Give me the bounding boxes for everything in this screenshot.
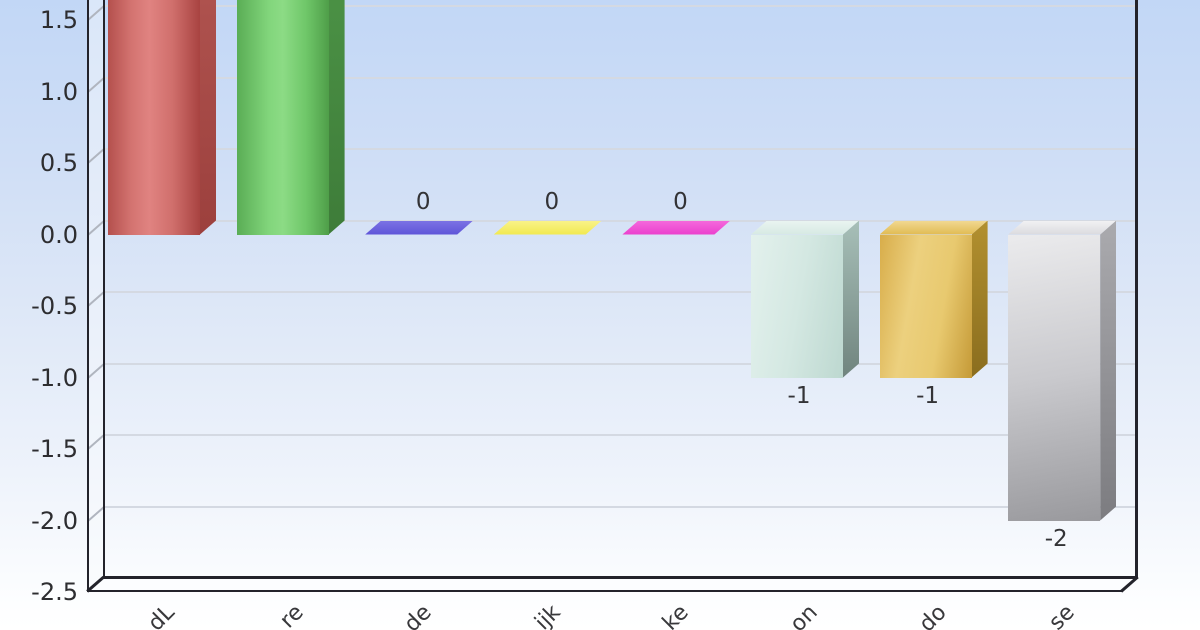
bar-value-label: 0 <box>415 188 431 215</box>
bar-front-face <box>751 234 843 378</box>
y-axis-tick-label: 1.0 <box>39 77 78 106</box>
x-axis-tick-label: de <box>399 600 437 630</box>
y-axis-line-back <box>102 0 105 579</box>
y-axis-tick-label: -2.0 <box>31 506 78 535</box>
gridline <box>104 434 1137 436</box>
bar-top-face <box>751 220 859 235</box>
bar-side-face <box>1100 220 1117 521</box>
bar-top-face <box>365 220 474 235</box>
y-axis-tick-label: -1.0 <box>31 363 78 392</box>
gridline <box>104 505 1137 508</box>
bar-value-label: -1 <box>787 382 811 409</box>
bar-value-label: 0 <box>544 188 560 215</box>
bar-side-face <box>328 0 345 235</box>
gridline <box>104 76 1137 79</box>
bar-top-face <box>1008 220 1117 235</box>
bar-top-face <box>622 220 731 235</box>
x-axis-line-back <box>102 576 1138 579</box>
bar-front-face <box>879 234 972 378</box>
right-frame-line <box>1135 0 1138 579</box>
bar-side-face <box>971 220 988 378</box>
gridline <box>104 148 1137 150</box>
y-axis-line-front <box>86 0 89 592</box>
bar-front-face <box>236 0 329 235</box>
y-axis-tick-label: 0.5 <box>39 149 78 177</box>
x-axis-tick-label: do <box>914 600 952 630</box>
x-axis-tick-label: re <box>274 600 309 630</box>
bar-front-face <box>1008 234 1101 521</box>
x-axis-tick-label: on <box>785 600 823 630</box>
bar-value-label: -1 <box>916 382 940 409</box>
gridline <box>104 219 1137 222</box>
x-axis-line-front <box>86 589 1123 592</box>
x-axis-tick-label: se <box>1044 600 1080 630</box>
bar-value-label: -2 <box>1044 525 1068 552</box>
bar-side-face <box>843 220 859 378</box>
y-axis-tick-label: -2.5 <box>31 578 78 606</box>
y-axis-tick-label: 1.5 <box>39 6 78 34</box>
bar-side-face <box>200 0 216 235</box>
x-axis-tick-label: dL <box>143 600 180 630</box>
gridline <box>104 5 1137 7</box>
plot-floor <box>88 577 1137 591</box>
x-axis-tick-label: ijk <box>530 600 566 630</box>
y-axis-tick-label: 0.0 <box>39 220 78 249</box>
bar-top-face <box>879 220 988 235</box>
gridline <box>104 362 1137 365</box>
bar-value-label: 0 <box>673 188 688 215</box>
bar-top-face <box>493 220 602 235</box>
y-axis-tick-label: -1.5 <box>31 435 78 463</box>
gridline <box>104 291 1137 293</box>
x-axis-tick-label: ke <box>658 600 695 630</box>
y-axis-tick-label: -0.5 <box>31 292 78 320</box>
bar-front-face <box>108 0 200 235</box>
